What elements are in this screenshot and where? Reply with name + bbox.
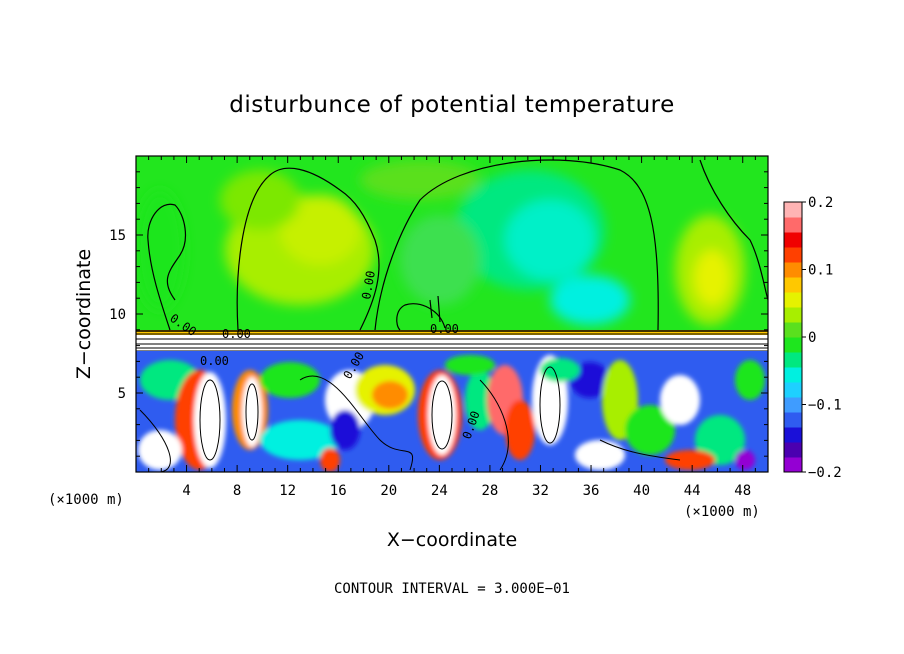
colorbar: 0.2 0.1 0 −0.1 −0.2 [783, 195, 842, 481]
x-tick-label: 28 [481, 483, 498, 499]
colorbar-tick-label: −0.2 [808, 465, 842, 481]
contour-interval-note: CONTOUR INTERVAL = 3.000E−01 [334, 581, 570, 597]
y-axis: 5 10 15 [109, 171, 768, 457]
colorbar-tick-label: 0 [808, 330, 816, 346]
x-tick-label: 40 [633, 483, 650, 499]
colorbar-swatch [784, 262, 802, 278]
lower-field [136, 351, 768, 472]
colorbar-swatch [784, 232, 802, 248]
x-axis-label: X−coordinate [387, 529, 517, 551]
x-unit-left: (×1000 m) [48, 492, 124, 508]
colorbar-swatch [784, 352, 802, 368]
x-tick-label: 32 [532, 483, 549, 499]
x-axis: 4 8 12 16 20 24 28 32 36 40 44 48 [148, 156, 756, 499]
colorbar-swatch [784, 427, 802, 443]
x-tick-label: 44 [684, 483, 701, 499]
x-tick-label: 4 [182, 483, 190, 499]
colorbar-swatch [784, 292, 802, 308]
colorbar-tick-label: −0.1 [808, 398, 842, 414]
inversion-band [136, 330, 768, 352]
x-unit-right: (×1000 m) [684, 504, 760, 520]
colorbar-swatch [784, 367, 802, 383]
y-tick-label: 5 [118, 386, 126, 402]
y-tick-label: 10 [109, 307, 126, 323]
contour-label: 0.00 [359, 270, 378, 301]
y-tick-label: 15 [109, 228, 126, 244]
colorbar-swatch [784, 202, 802, 218]
colorbar-tick-label: 0.2 [808, 195, 833, 211]
colorbar-swatch [784, 397, 802, 413]
colorbar-swatch [784, 277, 802, 293]
colorbar-swatch [784, 457, 802, 473]
colorbar-swatch [784, 337, 802, 353]
x-tick-label: 20 [380, 483, 397, 499]
x-tick-label: 12 [279, 483, 296, 499]
colorbar-swatch [784, 247, 802, 263]
x-tick-label: 48 [734, 483, 751, 499]
colorbar-swatch [784, 307, 802, 323]
colorbar-swatch [784, 217, 802, 233]
contour-label: 0.00 [430, 322, 459, 336]
x-tick-label: 8 [233, 483, 241, 499]
contour-label: 0.00 [200, 354, 229, 368]
colorbar-swatch [784, 442, 802, 458]
upper-field [136, 156, 768, 332]
colorbar-tick-label: 0.1 [808, 263, 833, 279]
y-axis-label: Z−coordinate [73, 249, 95, 379]
colorbar-swatch [784, 322, 802, 338]
x-tick-label: 36 [583, 483, 600, 499]
contour-lines [147, 159, 768, 331]
contour-label: 0.00 [222, 327, 251, 341]
x-tick-label: 24 [431, 483, 448, 499]
x-tick-label: 16 [330, 483, 347, 499]
plot-area: 0.00 0.00 0.00 0.00 0.00 0.00 0.00 [136, 156, 768, 472]
colorbar-swatch [784, 412, 802, 428]
colorbar-swatch [784, 382, 802, 398]
chart-title: disturbunce of potential temperature [229, 92, 675, 118]
